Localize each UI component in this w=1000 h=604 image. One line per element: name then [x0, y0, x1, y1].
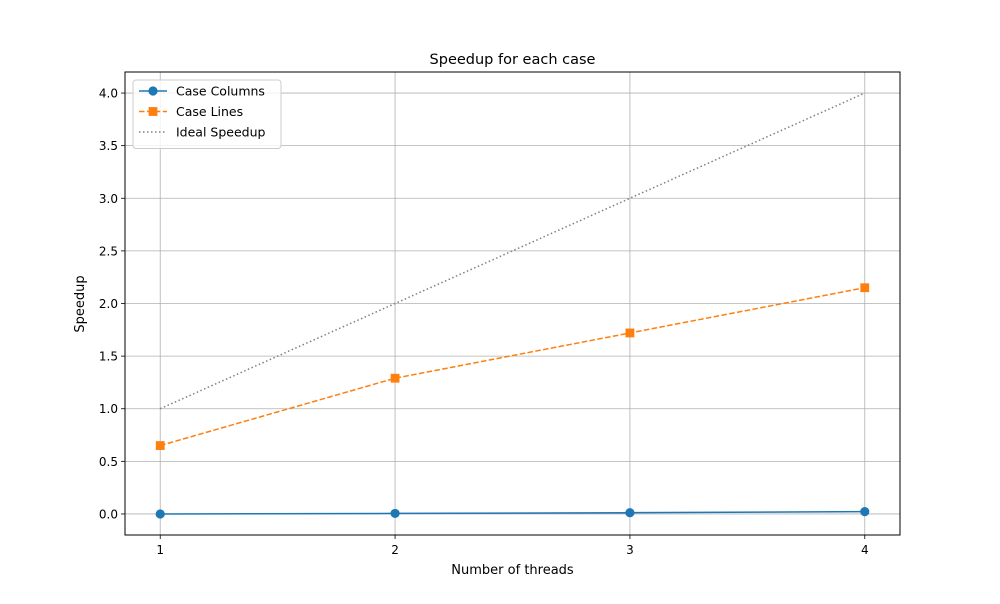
series-layer	[155, 92, 870, 519]
y-tick-label: 2.0	[99, 297, 118, 311]
data-point	[390, 508, 400, 519]
data-point	[390, 373, 400, 383]
y-axis-label: Speedup	[73, 275, 88, 332]
data-point	[155, 441, 165, 450]
legend-item: Case Lines	[139, 104, 243, 119]
legend-item: Ideal Speedup	[139, 125, 266, 140]
legend-label: Case Lines	[176, 104, 243, 119]
x-tick-label: 3	[626, 543, 634, 557]
y-tick-label: 2.5	[99, 244, 118, 258]
legend: Case Columns Case Lines Ideal Speedup	[132, 79, 282, 149]
x-tick-label: 4	[861, 543, 869, 557]
grid	[125, 72, 900, 535]
y-tick-label: 3.0	[99, 192, 118, 206]
axis-ticks: 1 2 3 4 0.0 0.5 1.0 1.5 2.0 2.5 3.0 3.5 4.0	[99, 87, 869, 557]
x-tick-label: 1	[156, 543, 164, 557]
data-point	[625, 508, 635, 518]
legend-label: Case Columns	[176, 84, 265, 99]
y-tick-label: 1.0	[99, 402, 118, 416]
y-tick-label: 4.0	[99, 87, 118, 101]
legend-item: Case Columns	[139, 84, 265, 99]
chart-title: Speedup for each case	[430, 52, 596, 68]
legend-box	[132, 79, 282, 149]
series-case-columns	[155, 507, 870, 519]
y-tick-label: 0.5	[99, 455, 118, 469]
series-line	[159, 92, 866, 410]
data-point	[155, 509, 165, 519]
y-tick-label: 0.0	[99, 507, 118, 521]
data-point	[860, 283, 870, 293]
data-point	[625, 328, 635, 338]
series-line	[160, 286, 865, 447]
series-case-lines	[155, 283, 870, 450]
legend-swatch-marker	[148, 86, 158, 96]
series-ideal-speedup	[159, 92, 866, 410]
x-axis-label: Number of threads	[451, 563, 574, 578]
data-point	[860, 507, 870, 517]
legend-label: Ideal Speedup	[176, 125, 266, 140]
y-tick-label: 3.5	[99, 139, 118, 153]
legend-swatch-marker	[148, 107, 158, 116]
y-tick-label: 1.5	[99, 350, 118, 364]
x-tick-label: 2	[391, 543, 399, 557]
series-line	[160, 510, 865, 515]
